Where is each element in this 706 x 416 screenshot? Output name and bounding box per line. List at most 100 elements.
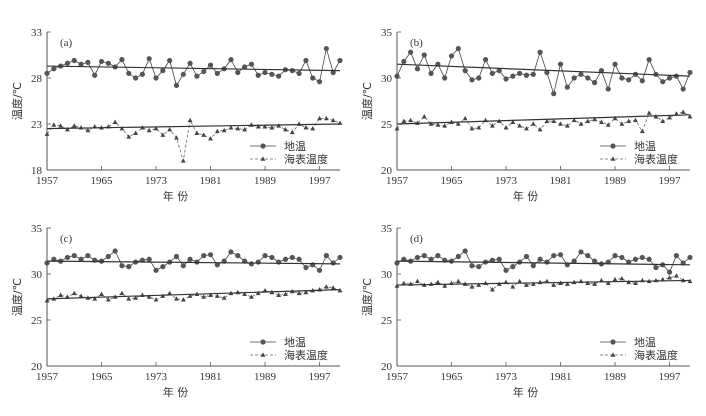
sst-point xyxy=(599,119,604,124)
ground-temp-point xyxy=(687,254,693,261)
x-tick-label: 1997 xyxy=(659,175,682,187)
x-tick-label: 1965 xyxy=(91,371,114,383)
sst-point xyxy=(303,289,309,295)
ground-temp-point xyxy=(585,75,591,81)
ground-temp-point xyxy=(639,78,645,84)
ground-temp-point xyxy=(310,262,316,268)
sst-point xyxy=(455,121,461,126)
ground-temp-point xyxy=(612,253,618,259)
ground-temp-point xyxy=(571,75,577,81)
ground-temp-point xyxy=(680,86,686,92)
y-axis-title: 温度/℃ xyxy=(360,82,374,120)
y-tick-label: 20 xyxy=(381,165,393,177)
sst-point xyxy=(435,122,441,127)
ground-temp-point xyxy=(289,254,295,261)
sst-point xyxy=(255,290,261,296)
sst-point xyxy=(469,284,475,289)
legend-ground-label: 地温 xyxy=(634,336,656,349)
ground-temp-trend xyxy=(46,65,341,72)
sst-point xyxy=(585,118,591,124)
legend-sst-label: 海表温度 xyxy=(634,348,678,362)
sst-point xyxy=(78,125,84,130)
y-tick-label: 28 xyxy=(31,73,43,85)
ground-temp-point xyxy=(310,75,316,81)
ground-temp-trend xyxy=(396,63,691,77)
ground-temp-point xyxy=(605,86,611,92)
sst-point xyxy=(605,280,611,285)
ground-temp-point xyxy=(401,58,407,65)
y-tick-label: 25 xyxy=(381,315,393,327)
ground-temp-point xyxy=(337,254,343,261)
legend-sst-marker xyxy=(610,352,616,357)
ground-temp-point xyxy=(105,60,111,66)
sst-point xyxy=(187,293,193,298)
sst-point xyxy=(544,118,550,124)
sst-point xyxy=(146,127,152,133)
x-tick-label: 1997 xyxy=(309,175,332,187)
sst-point xyxy=(174,296,179,301)
sst-point xyxy=(194,130,200,135)
chart-panel-4: 20 25 30 35 1957 1965 1973 1981 1989 1997 温度/℃ 年 份 (… xyxy=(360,223,693,399)
panel-label: (d) xyxy=(410,233,423,245)
ground-temp-point xyxy=(64,254,71,261)
ground-temp-point xyxy=(139,71,145,77)
sst-point xyxy=(428,121,434,126)
x-tick-label: 1997 xyxy=(659,371,682,383)
x-tick-label: 1965 xyxy=(441,371,464,383)
legend-ground-marker xyxy=(610,143,616,149)
ground-temp-point xyxy=(523,72,530,78)
sst-point xyxy=(394,283,400,288)
chart-panel-3: 20 25 30 35 1957 1965 1973 1981 1989 1997 温度/℃ 年 份 (… xyxy=(10,223,343,399)
ground-temp-point xyxy=(44,70,50,76)
ground-temp-point xyxy=(489,70,495,76)
sst-point xyxy=(578,121,584,126)
sst-point xyxy=(221,127,227,133)
sst-line xyxy=(396,111,691,133)
sst-point xyxy=(551,118,557,124)
sst-point xyxy=(126,134,132,139)
x-tick-label: 1997 xyxy=(309,371,332,383)
sst-point xyxy=(503,125,509,130)
x-axis-title: 年 份 xyxy=(163,189,189,203)
sst-point xyxy=(421,114,427,119)
ground-temp-point xyxy=(323,45,329,52)
legend-sst-marker xyxy=(260,352,266,357)
x-tick-label: 1989 xyxy=(604,175,627,187)
x-tick-label: 1989 xyxy=(604,371,627,383)
sst-point xyxy=(283,291,288,297)
ground-temp-point xyxy=(173,82,180,88)
sst-point xyxy=(660,118,666,124)
x-tick-label: 1957 xyxy=(36,175,59,187)
ground-temp-point xyxy=(666,75,673,81)
sst-trend xyxy=(396,279,691,286)
sst-point xyxy=(296,290,302,296)
sst-point xyxy=(235,289,241,295)
panel-label: (a) xyxy=(60,37,73,49)
ground-temp-point xyxy=(482,57,489,63)
ground-temp-point xyxy=(153,267,159,273)
sst-point xyxy=(673,273,679,278)
sst-point xyxy=(639,128,645,134)
ground-temp-point xyxy=(557,252,564,258)
sst-point xyxy=(330,117,336,123)
ground-temp-point xyxy=(564,84,570,90)
ground-temp-point xyxy=(194,73,200,79)
y-axis-title: 温度/℃ xyxy=(360,278,374,316)
ground-temp-point xyxy=(537,49,543,55)
x-tick-label: 1965 xyxy=(91,175,114,187)
sst-point xyxy=(174,135,179,140)
ground-temp-point xyxy=(394,73,400,79)
sst-point xyxy=(323,115,329,121)
sst-point xyxy=(592,116,598,122)
sst-point xyxy=(289,129,295,135)
sst-point xyxy=(524,126,529,131)
sst-point xyxy=(208,292,213,297)
ground-temp-point xyxy=(619,254,625,261)
sst-point xyxy=(317,115,322,121)
x-axis-title: 年 份 xyxy=(513,189,539,203)
sst-point xyxy=(214,128,220,134)
panel-label: (b) xyxy=(410,37,423,49)
sst-point xyxy=(476,282,482,287)
